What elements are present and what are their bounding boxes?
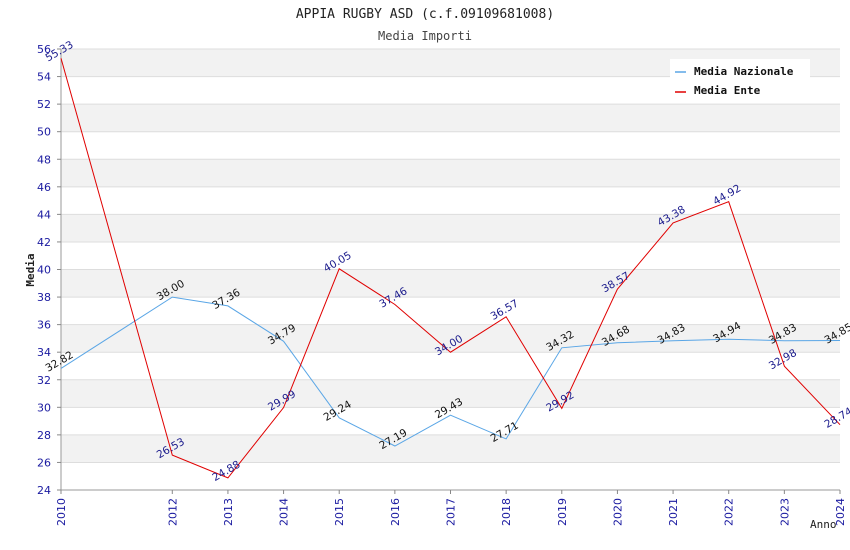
grid-band (61, 462, 840, 490)
x-tick-label: 2016 (389, 498, 402, 526)
x-tick-label: 2017 (445, 498, 458, 526)
y-tick-label: 42 (37, 236, 51, 249)
legend-label-media-ente: Media Ente (694, 84, 761, 97)
x-tick-label: 2021 (667, 498, 680, 526)
y-tick-label: 48 (37, 153, 51, 166)
y-tick-label: 34 (37, 346, 51, 359)
series-lines (60, 58, 841, 479)
y-axis-title: Media (24, 253, 37, 286)
y-tick-label: 32 (37, 374, 51, 387)
x-tick-label: 2019 (556, 498, 569, 526)
series-line-media-ente (60, 58, 841, 479)
y-tick-label: 36 (37, 319, 51, 332)
grid-band (61, 131, 840, 160)
y-tick-label: 24 (37, 484, 51, 497)
x-tick-label: 2012 (166, 498, 179, 526)
x-tick-label: 2014 (278, 498, 291, 526)
x-tick-label: 2022 (723, 498, 736, 526)
grid-band (61, 214, 840, 242)
grid-band (61, 352, 840, 380)
y-tick-label: 30 (37, 401, 51, 414)
x-tick-label: 2015 (333, 498, 346, 526)
y-tick-label: 50 (37, 126, 51, 139)
grid-band (61, 104, 840, 132)
x-tick-label: 2023 (778, 498, 791, 526)
x-tick-label: 2013 (222, 498, 235, 526)
y-tick-label: 52 (37, 98, 51, 111)
legend-label-media-nazionale: Media Nazionale (694, 65, 794, 78)
y-tick-label: 56 (37, 43, 51, 56)
grid-band (61, 434, 840, 463)
x-tick-label: 2024 (834, 498, 847, 526)
y-tick-label: 46 (37, 181, 51, 194)
x-axis-ticks: 2010 2012 2013 2014 2015 2016 2017 2018 2019 2020… (55, 490, 847, 526)
x-axis-title: Anno (810, 518, 837, 531)
y-tick-label: 54 (37, 71, 51, 84)
chart-title: APPIA RUGBY ASD (c.f.09109681008) (296, 7, 554, 22)
grid-band (61, 241, 840, 270)
y-tick-label: 38 (37, 291, 51, 304)
y-tick-label: 28 (37, 429, 51, 442)
grid-lines (61, 48, 840, 491)
grid-band (61, 159, 840, 187)
grid-band (61, 324, 840, 353)
y-tick-label: 44 (37, 208, 51, 221)
y-tick-label: 26 (37, 456, 51, 469)
x-tick-label: 2020 (611, 498, 624, 526)
x-tick-label: 2018 (500, 498, 513, 526)
grid-bands (61, 49, 840, 490)
y-tick-label: 40 (37, 264, 51, 277)
grid-band (61, 407, 840, 435)
grid-band (61, 379, 840, 408)
grid-band (61, 297, 840, 325)
series-line-media-nazionale (60, 296, 841, 447)
x-tick-label: 2010 (55, 498, 68, 526)
legend: Media Nazionale Media Ente (670, 59, 810, 101)
chart-subtitle: Media Importi (378, 29, 472, 43)
grid-band (61, 186, 840, 215)
legend-box (670, 59, 810, 101)
grid-band (61, 269, 840, 298)
y-axis-ticks: 24 26 28 30 32 34 36 38 40 42 44 46 48 50 52 54 56 (37, 43, 61, 497)
